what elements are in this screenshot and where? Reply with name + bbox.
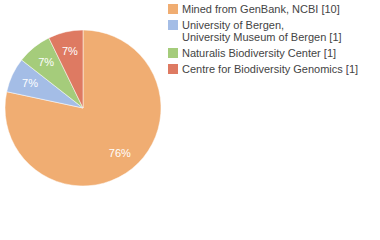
legend-swatch [168,48,178,58]
legend-label: Naturalis Biodiversity Center [1] [182,47,336,59]
legend-label: Centre for Biodiversity Genomics [1] [182,63,358,75]
pie-slice [49,30,83,108]
slice-label: 76% [109,147,131,159]
legend-label: Mined from GenBank, NCBI [10] [182,3,340,15]
slice-label: 7% [62,45,78,57]
legend-swatch [168,4,178,14]
pie: 76%7%7%7% [5,30,161,186]
legend-swatch [168,20,178,30]
slice-label: 7% [22,77,38,89]
slice-label: 7% [38,56,54,68]
legend-label: University of Bergen,University Museum o… [182,19,342,43]
pie-slice [5,30,161,186]
legend: Mined from GenBank, NCBI [10] University … [168,3,358,75]
legend-swatch [168,64,178,74]
chart: 76%7%7%7%Mined from GenBank, NCBI [10]Un… [0,0,380,240]
